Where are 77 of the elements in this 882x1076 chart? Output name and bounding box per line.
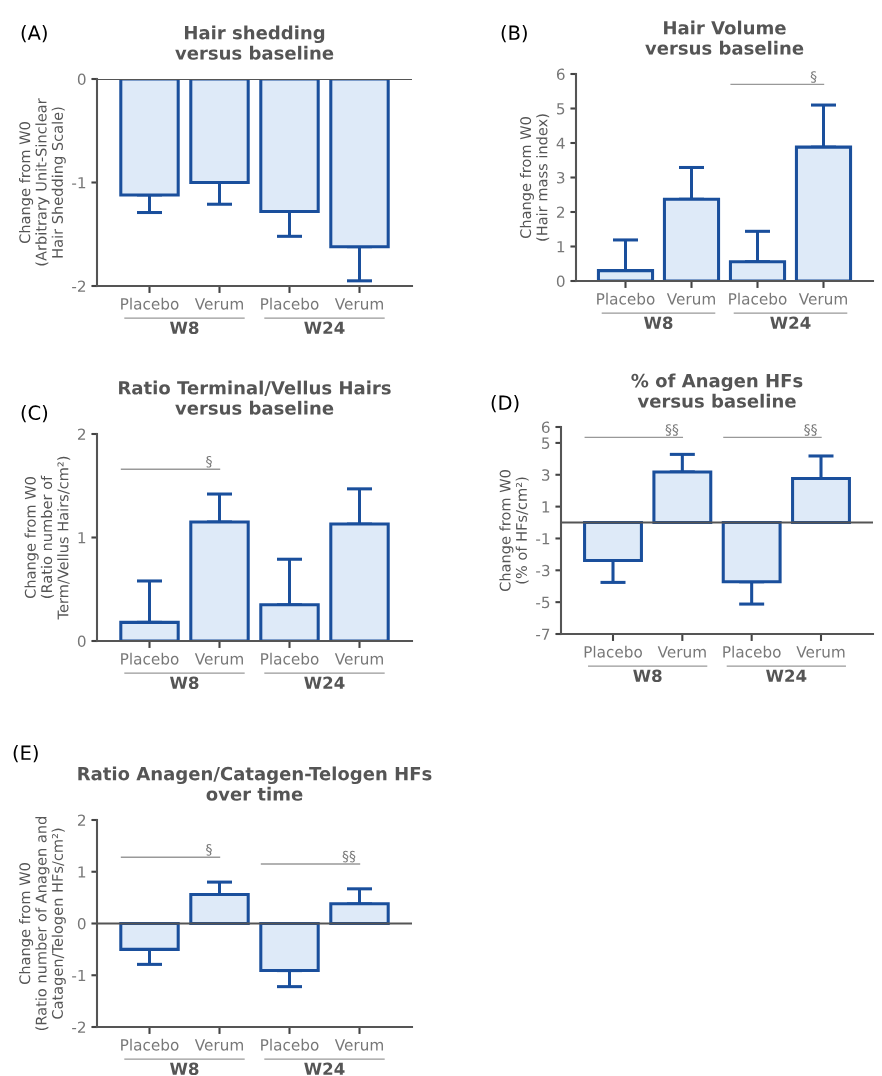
y-tick-label: -7 xyxy=(536,628,550,640)
text: W8 xyxy=(644,316,673,330)
y-tick-label: 0 xyxy=(77,73,86,86)
y-tick-label: 0 xyxy=(556,275,565,288)
y-axis-title: Change from W0 (Ratio number of Term/Vellus Hairs/cm²) xyxy=(24,456,71,620)
text: W24 xyxy=(304,321,345,334)
x-tick-label: Verum xyxy=(194,298,243,310)
annotation: § xyxy=(810,71,817,83)
y-tick-label: 5 xyxy=(557,103,565,115)
annotation: § xyxy=(206,455,212,468)
x-tick-label: Placebo xyxy=(584,645,642,658)
y-tick-label: 5 xyxy=(542,437,550,449)
y-tick-label: 3 xyxy=(557,171,565,184)
y-tick-label: 2 xyxy=(556,206,565,218)
text: W8 xyxy=(170,1062,199,1076)
annotation: §§ xyxy=(665,424,679,436)
y-tick-label: 1 xyxy=(78,866,86,878)
annotation: §§ xyxy=(804,424,817,436)
y-tick-label: -2 xyxy=(72,1021,86,1033)
annotation: §§ xyxy=(342,850,356,863)
x-tick-label: Verum xyxy=(666,293,715,305)
text: W24 xyxy=(766,669,807,682)
y-tick-label: 1 xyxy=(78,532,86,544)
text: W24 xyxy=(304,1062,345,1075)
x-tick-label: Verum xyxy=(334,298,383,310)
y-tick-label: -1 xyxy=(72,177,86,189)
x-tick-label: Placebo xyxy=(121,297,179,310)
y-tick-label: -1 xyxy=(536,533,550,545)
chart-title: Hair Volume versus baseline xyxy=(645,20,804,55)
text: W24 xyxy=(770,316,811,329)
text: W8 xyxy=(170,676,199,690)
x-tick-label: Placebo xyxy=(729,292,787,305)
y-tick-label: 1 xyxy=(542,501,550,513)
text: W24 xyxy=(304,676,345,689)
x-tick-label: Verum xyxy=(334,1039,383,1051)
y-tick-label: -2 xyxy=(72,280,86,292)
x-tick-label: Placebo xyxy=(597,292,655,305)
chart-title: Ratio Terminal/Vellus Hairs versus baseline xyxy=(119,380,391,415)
text: (E) xyxy=(13,745,38,763)
y-axis-title: Change from W0 (Hair mass index) xyxy=(519,114,550,241)
y-tick-label: 6 xyxy=(541,421,550,434)
chart-title: % of Anagen HFs versus baseline xyxy=(631,373,803,408)
y-axis-title: Change from W0 (Ratio number of Anagen and Catagen/Telogen HFs/cm²) xyxy=(19,816,66,1031)
x-tick-label: Placebo xyxy=(261,297,319,310)
x-tick-label: Placebo xyxy=(261,1038,319,1051)
x-tick-label: Verum xyxy=(798,293,847,305)
text: W8 xyxy=(170,321,199,335)
y-tick-label: -1 xyxy=(72,969,86,982)
text: (C) xyxy=(21,405,48,423)
x-tick-label: Verum xyxy=(796,646,845,658)
x-tick-label: Verum xyxy=(194,1039,243,1051)
text: W8 xyxy=(633,669,662,683)
y-axis-title: Change from W0 (% of HFs/cm²) xyxy=(499,470,529,592)
x-tick-label: Placebo xyxy=(261,652,319,665)
y-tick-label: 0 xyxy=(77,635,86,648)
x-tick-label: Verum xyxy=(194,653,243,665)
x-tick-label: Placebo xyxy=(723,645,781,658)
y-tick-label: -5 xyxy=(536,596,550,609)
text: (B) xyxy=(501,25,527,43)
y-tick-label: 2 xyxy=(77,428,86,440)
y-tick-label: 1 xyxy=(557,241,565,253)
x-tick-label: Verum xyxy=(334,653,383,665)
y-tick-label: 6 xyxy=(556,68,565,81)
chart-title: Hair shedding versus baseline xyxy=(175,25,334,60)
text: (A) xyxy=(21,25,47,43)
y-tick-label: 2 xyxy=(77,814,86,826)
y-tick-label: 4 xyxy=(556,137,565,149)
chart-title: Ratio Anagen/Catagen-Telogen HFs over time xyxy=(78,766,432,801)
y-tick-label: 0 xyxy=(77,917,86,930)
annotation: § xyxy=(206,844,212,856)
x-tick-label: Placebo xyxy=(121,1038,179,1051)
x-tick-label: Placebo xyxy=(121,652,179,665)
y-tick-label: 3 xyxy=(542,469,550,481)
y-tick-label: -3 xyxy=(536,564,550,577)
x-tick-label: Verum xyxy=(657,646,706,658)
y-axis-title: Change from W0 (Arbitrary Unit-Sinclear Hair Shedding Scale) xyxy=(19,98,66,266)
text: (D) xyxy=(491,395,519,413)
